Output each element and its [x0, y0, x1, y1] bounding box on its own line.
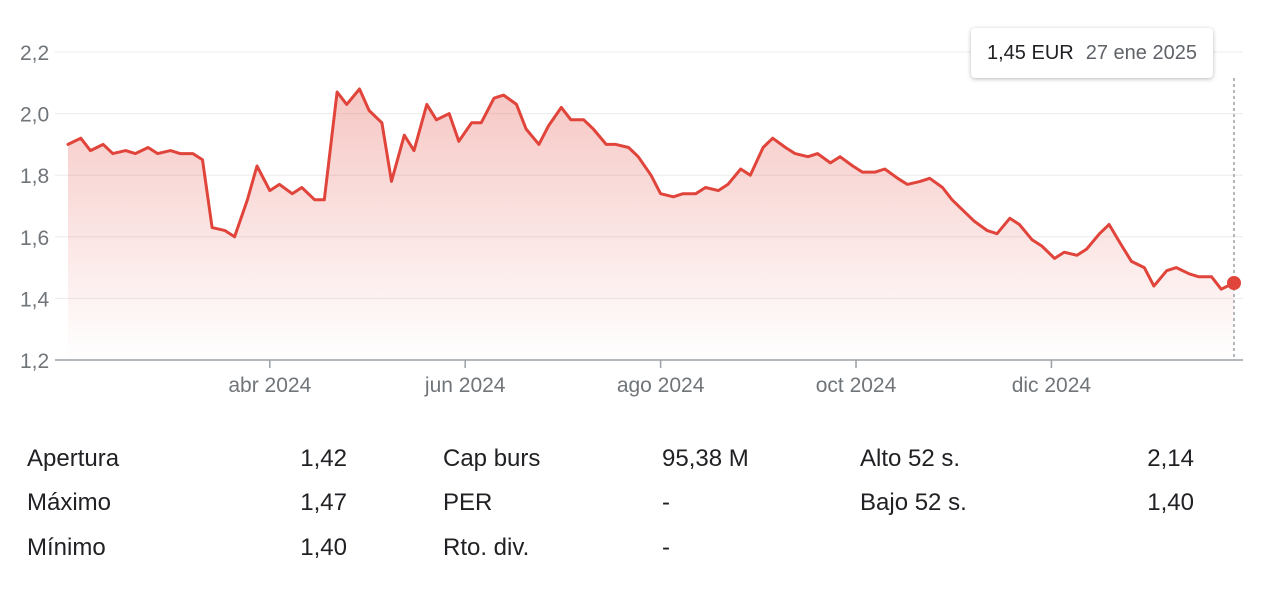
- y-tick-label: 1,4: [20, 288, 50, 311]
- x-tick-label: ago 2024: [617, 374, 705, 397]
- stat-value-cap-burs: 95,38 M: [662, 445, 749, 472]
- tooltip-date: 27 ene 2025: [1085, 41, 1197, 64]
- stat-value-minimo: 1,40: [300, 534, 347, 561]
- x-tick-label: oct 2024: [816, 374, 897, 397]
- stat-label-apertura: Apertura: [27, 445, 120, 472]
- stat-label-alto-52: Alto 52 s.: [860, 445, 961, 472]
- x-axis-ticks: [269, 360, 1053, 368]
- stat-value-per: -: [662, 489, 670, 516]
- price-area-fill: [68, 89, 1234, 360]
- y-tick-label: 1,8: [20, 165, 49, 188]
- price-line: [66, 87, 1236, 291]
- x-tick-label: jun 2024: [424, 374, 506, 397]
- stat-label-minimo: Mínimo: [27, 534, 106, 561]
- stat-value-alto-52: 2,14: [1147, 445, 1194, 472]
- x-tick-label: abr 2024: [228, 374, 311, 397]
- stat-label-rto-div: Rto. div.: [443, 534, 530, 561]
- price-chart[interactable]: 1,2 1,4 1,6 1,8 2,0 2,2 abr 2024 jun 2024 ago 2…: [0, 0, 1269, 420]
- stat-label-cap-burs: Cap burs: [443, 445, 541, 472]
- x-tick-label: dic 2024: [1012, 374, 1092, 397]
- stat-value-rto-div: -: [662, 534, 670, 561]
- stat-label-per: PER: [443, 489, 493, 516]
- stat-value-maximo: 1,47: [300, 489, 347, 516]
- stat-value-apertura: 1,42: [300, 445, 347, 472]
- y-tick-label: 2,2: [20, 42, 49, 65]
- hover-point: [1227, 276, 1241, 290]
- stat-value-bajo-52: 1,40: [1147, 489, 1194, 516]
- stat-label-bajo-52: Bajo 52 s.: [860, 489, 967, 516]
- y-tick-label: 2,0: [20, 104, 49, 127]
- stat-label-maximo: Máximo: [27, 489, 112, 516]
- tooltip-price: 1,45 EUR: [987, 41, 1074, 64]
- y-tick-label: 1,6: [20, 227, 49, 250]
- price-tooltip: 1,45 EUR 27 ene 2025: [971, 28, 1213, 78]
- y-axis-labels: 1,2 1,4 1,6 1,8 2,0 2,2: [20, 42, 50, 373]
- x-axis-labels: abr 2024 jun 2024 ago 2024 oct 2024 dic 2024: [228, 374, 1091, 397]
- y-tick-label: 1,2: [20, 350, 49, 373]
